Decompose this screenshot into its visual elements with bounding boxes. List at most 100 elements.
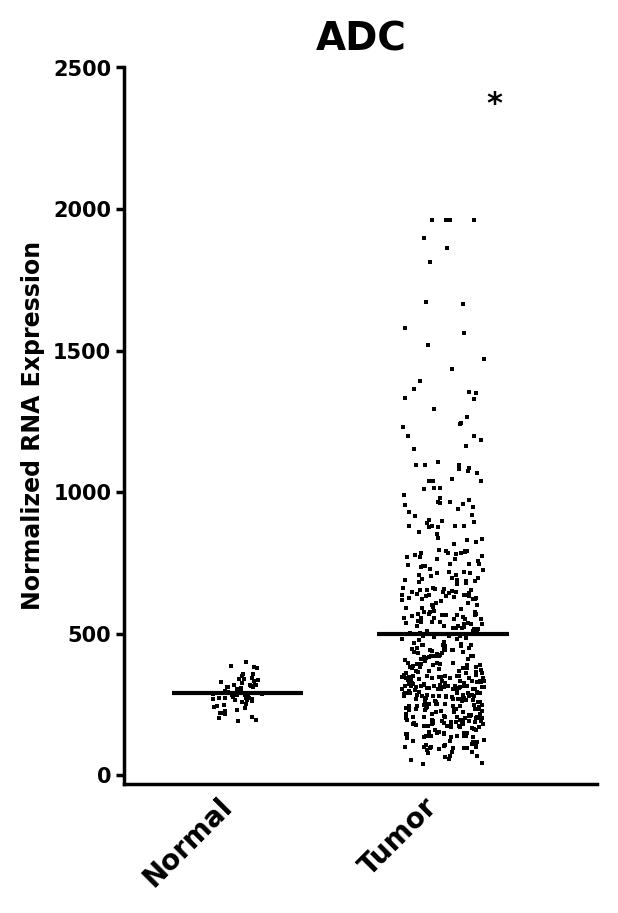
- Point: [446, 557, 455, 572]
- Point: [431, 596, 441, 611]
- Point: [406, 672, 416, 687]
- Point: [408, 733, 418, 748]
- Point: [415, 660, 425, 675]
- Point: [434, 689, 444, 704]
- Point: [444, 545, 454, 560]
- Point: [402, 726, 412, 740]
- Point: [462, 409, 472, 424]
- Point: [420, 605, 430, 620]
- Point: [440, 643, 450, 657]
- Point: [419, 677, 429, 692]
- Point: [456, 636, 466, 651]
- Point: [420, 719, 430, 733]
- Point: [247, 710, 257, 725]
- Point: [468, 734, 478, 749]
- Point: [422, 669, 432, 684]
- Point: [426, 649, 436, 664]
- Point: [421, 700, 431, 715]
- Point: [456, 415, 466, 430]
- Point: [402, 713, 412, 728]
- Point: [221, 690, 231, 705]
- Point: [424, 663, 434, 677]
- Point: [472, 710, 481, 725]
- Point: [474, 719, 484, 734]
- Point: [239, 672, 249, 687]
- Point: [406, 677, 416, 691]
- Point: [403, 557, 413, 572]
- Point: [413, 614, 423, 628]
- Point: [451, 702, 461, 717]
- Point: [417, 572, 427, 586]
- Point: [413, 568, 423, 582]
- Point: [458, 661, 468, 676]
- Point: [467, 508, 476, 522]
- Point: [439, 739, 449, 753]
- Point: [454, 680, 464, 695]
- Point: [247, 692, 257, 707]
- Point: [427, 717, 437, 731]
- Point: [440, 669, 450, 684]
- Point: [250, 677, 260, 692]
- Point: [417, 678, 426, 693]
- Point: [418, 638, 428, 653]
- Point: [470, 515, 480, 530]
- Point: [409, 382, 419, 396]
- Point: [435, 678, 445, 693]
- Point: [232, 702, 242, 717]
- Point: [463, 686, 473, 700]
- Point: [471, 534, 481, 549]
- Point: [439, 727, 449, 741]
- Point: [460, 612, 470, 626]
- Point: [404, 684, 414, 698]
- Point: [467, 674, 477, 688]
- Point: [448, 692, 458, 707]
- Point: [464, 586, 474, 601]
- Point: [400, 686, 410, 700]
- Point: [417, 601, 427, 615]
- Point: [410, 548, 420, 562]
- Point: [462, 660, 472, 675]
- Point: [402, 550, 412, 564]
- Point: [458, 497, 468, 511]
- Point: [428, 474, 438, 488]
- Point: [462, 666, 472, 681]
- Point: [232, 687, 242, 702]
- Point: [469, 698, 479, 712]
- Point: [464, 687, 474, 702]
- Point: [467, 616, 476, 631]
- Point: [409, 442, 419, 456]
- Point: [432, 646, 442, 661]
- Point: [479, 674, 489, 688]
- Point: [405, 659, 415, 674]
- Point: [412, 687, 422, 702]
- Point: [397, 593, 407, 607]
- Point: [457, 621, 467, 635]
- Point: [455, 638, 465, 653]
- Point: [467, 737, 476, 751]
- Point: [436, 704, 446, 719]
- Point: [471, 659, 481, 674]
- Point: [241, 690, 251, 705]
- Point: [444, 564, 454, 579]
- Point: [451, 568, 460, 582]
- Point: [399, 667, 409, 682]
- Point: [423, 719, 433, 733]
- Point: [428, 716, 438, 730]
- Point: [410, 645, 420, 660]
- Point: [476, 432, 486, 446]
- Point: [452, 631, 462, 645]
- Point: [471, 722, 481, 737]
- Point: [409, 717, 419, 731]
- Point: [435, 647, 445, 662]
- Point: [476, 663, 486, 677]
- Point: [475, 711, 485, 726]
- Point: [413, 524, 423, 539]
- Point: [223, 685, 233, 699]
- Point: [436, 496, 446, 510]
- Point: [408, 677, 418, 691]
- Point: [462, 533, 472, 548]
- Point: [411, 692, 421, 707]
- Point: [442, 241, 452, 256]
- Point: [473, 466, 483, 480]
- Point: [413, 665, 423, 679]
